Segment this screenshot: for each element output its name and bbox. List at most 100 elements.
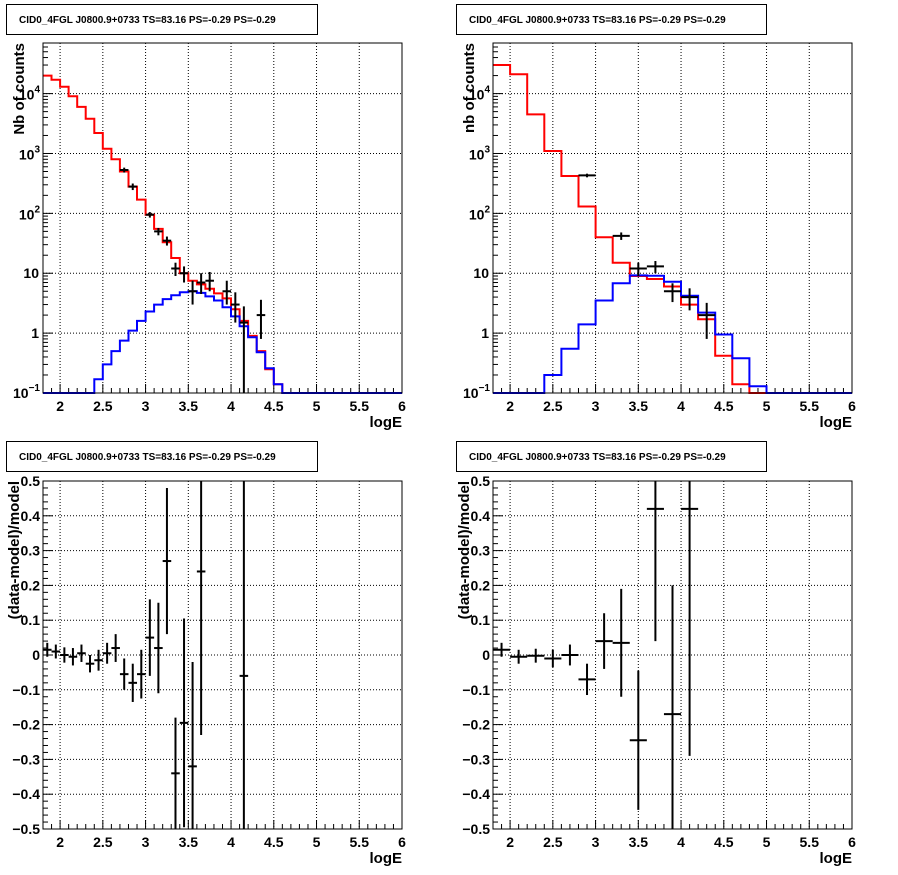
- data-point: [188, 280, 197, 305]
- data-point: [119, 658, 129, 690]
- title-box: [6, 4, 318, 35]
- model-total-histogram: [43, 74, 402, 394]
- data-point: [111, 634, 120, 662]
- plot-frame: [42, 480, 403, 830]
- plot-frame: [492, 480, 853, 830]
- y-tick-label: 0.4: [21, 508, 41, 524]
- data-point: [561, 644, 579, 666]
- data-point: [162, 236, 172, 246]
- x-tick-label: 3.5: [629, 398, 649, 414]
- x-axis-label: logE: [820, 414, 853, 431]
- grid-lines: [43, 481, 402, 829]
- x-tick-label: 3.5: [179, 834, 199, 850]
- x-tick-label: 5.5: [800, 834, 820, 850]
- data-point: [510, 649, 528, 664]
- y-tick-label: −0.5: [12, 821, 40, 837]
- data-point: [162, 487, 172, 635]
- x-axis-label: logE: [820, 850, 853, 867]
- x-tick-label: 3.5: [629, 834, 649, 850]
- y-axis-label: (data-model)/model: [6, 481, 23, 619]
- y-tick-label: 102: [19, 204, 41, 222]
- x-tick-label: 5.5: [350, 834, 370, 850]
- y-tick-label: 0.2: [471, 577, 491, 593]
- y-tick-label: 102: [469, 204, 491, 222]
- data-point: [60, 647, 69, 663]
- data-point: [77, 644, 86, 662]
- x-tick-label: 3: [592, 834, 600, 850]
- data-point: [51, 644, 61, 659]
- data-point: [154, 227, 163, 236]
- data-point: [85, 655, 95, 673]
- data-point: [629, 262, 647, 276]
- data-point: [128, 663, 138, 702]
- y-tick-label: −0.3: [462, 751, 490, 767]
- y-tick-label: −0.5: [462, 821, 490, 837]
- data-point: [222, 280, 232, 305]
- chart-title: CID0_4FGL J0800.9+0733 TS=83.16 PS=-0.29…: [19, 15, 276, 26]
- data-point: [102, 642, 112, 664]
- y-tick-label: 0: [482, 647, 490, 663]
- x-tick-label: 2.5: [93, 834, 113, 850]
- y-tick-label: −0.1: [12, 682, 40, 698]
- y-tick-label: 0.1: [21, 612, 41, 628]
- y-tick-label: 10−1: [463, 383, 490, 401]
- x-tick-label: 2: [506, 398, 514, 414]
- x-tick-label: 4.5: [264, 834, 284, 850]
- x-tick-label: 5: [763, 398, 771, 414]
- x-tick-label: 4: [677, 834, 685, 850]
- data-point: [171, 717, 180, 829]
- y-tick-label: −0.2: [12, 717, 40, 733]
- x-tick-label: 3: [592, 398, 600, 414]
- x-tick-label: 3: [142, 398, 150, 414]
- data-point: [196, 273, 206, 295]
- title-box: [6, 441, 318, 472]
- y-tick-label: 0.5: [471, 473, 491, 489]
- x-tick-label: 5.5: [350, 398, 370, 414]
- x-tick-label: 3: [142, 834, 150, 850]
- data-point: [578, 173, 596, 178]
- data-point: [231, 292, 240, 323]
- data-point: [145, 599, 155, 676]
- data-point: [646, 481, 664, 642]
- x-tick-label: 6: [848, 834, 856, 850]
- y-tick-label: 0.2: [21, 577, 41, 593]
- x-tick-label: 2.5: [543, 834, 563, 850]
- chart-title: CID0_4FGL J0800.9+0733 TS=83.16 PS=-0.29…: [469, 15, 726, 26]
- data-point: [629, 670, 647, 810]
- x-tick-label: 3.5: [179, 398, 199, 414]
- data-point: [94, 649, 103, 671]
- y-tick-label: −0.4: [462, 786, 490, 802]
- title-box: [456, 441, 767, 472]
- data-point: [681, 481, 699, 756]
- data-point: [119, 167, 129, 173]
- x-tick-label: 6: [398, 834, 406, 850]
- data-point: [646, 261, 664, 274]
- data-point: [188, 661, 197, 829]
- source-model-histogram: [493, 274, 852, 394]
- y-axis-label: Nb of counts: [11, 43, 28, 135]
- x-tick-label: 2: [56, 834, 64, 850]
- grid-lines: [43, 43, 402, 393]
- data-point: [171, 262, 180, 276]
- model-total-histogram: [493, 64, 852, 394]
- grid-lines: [493, 43, 852, 393]
- y-tick-label: 10: [473, 265, 489, 281]
- data-point: [68, 648, 78, 666]
- chart-panel-4: CID0_4FGL J0800.9+0733 TS=83.16 PS=-0.29…: [456, 441, 856, 867]
- data-point: [578, 663, 596, 696]
- x-tick-label: 2.5: [543, 398, 563, 414]
- data-point: [663, 283, 682, 303]
- data-point: [145, 212, 155, 218]
- y-tick-label: −0.2: [462, 717, 490, 733]
- x-tick-label: 5: [763, 834, 771, 850]
- x-tick-label: 2: [506, 834, 514, 850]
- chart-title: CID0_4FGL J0800.9+0733 TS=83.16 PS=-0.29…: [469, 452, 726, 463]
- data-point: [239, 306, 249, 393]
- y-tick-label: 0: [32, 647, 40, 663]
- data-point: [612, 588, 630, 697]
- plot-frame: [492, 42, 853, 394]
- data-point: [179, 618, 189, 828]
- x-tick-label: 5.5: [800, 398, 820, 414]
- data-point: [256, 299, 266, 339]
